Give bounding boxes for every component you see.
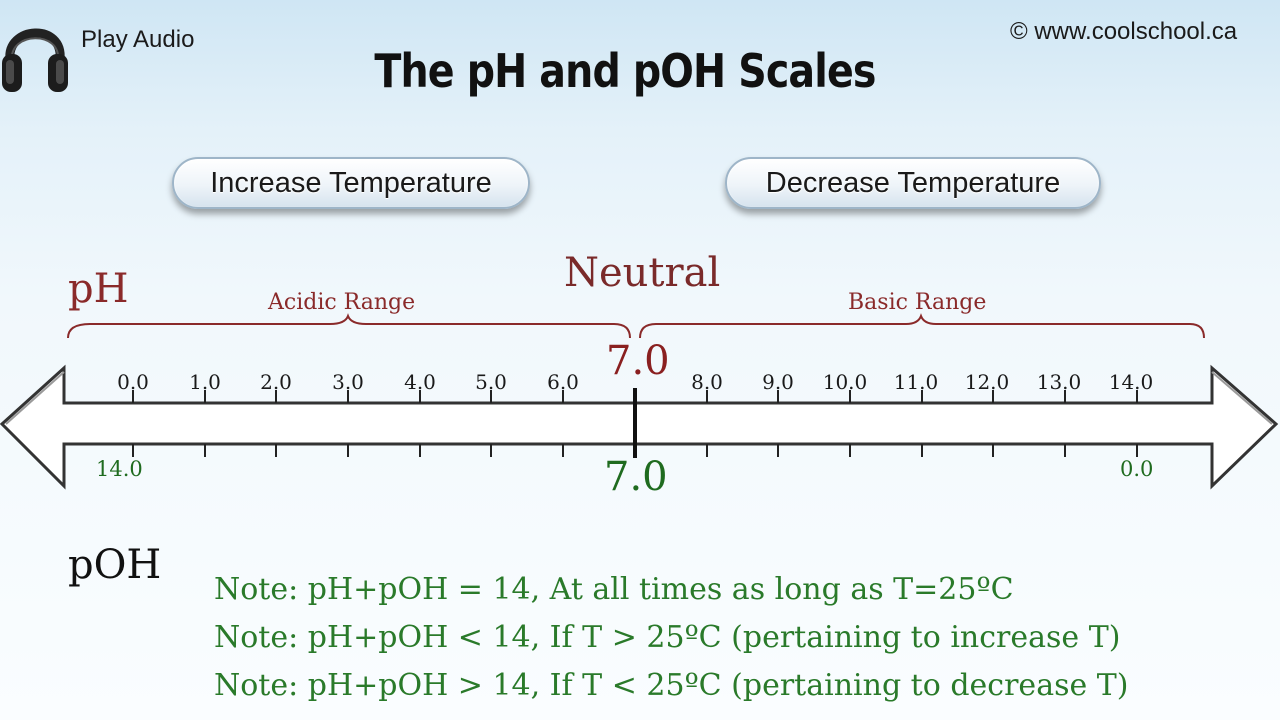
copyright-text: © www.coolschool.ca — [1010, 18, 1238, 45]
acidic-brace — [67, 313, 631, 339]
ph-tick-label: 12.0 — [964, 370, 1010, 394]
note-line: Note: pH+pOH < 14, If T > 25ºC (pertaini… — [214, 620, 1121, 655]
ph-tick-label: 2.0 — [260, 370, 292, 394]
ph-tick-label: 8.0 — [691, 370, 723, 394]
ph-tick-label: 10.0 — [822, 370, 868, 394]
increase-temperature-button[interactable]: Increase Temperature — [172, 157, 530, 209]
note-line: Note: pH+pOH > 14, If T < 25ºC (pertaini… — [214, 668, 1129, 703]
ph-tick-label: 4.0 — [404, 370, 436, 394]
ph-tick-label: 13.0 — [1036, 370, 1082, 394]
poh-ticks — [132, 444, 1138, 457]
ph-tick-label: 11.0 — [893, 370, 939, 394]
page-title: The pH and pOH Scales — [374, 44, 876, 98]
ph-tick-label: 3.0 — [332, 370, 364, 394]
play-audio-link[interactable]: Play Audio — [81, 26, 195, 53]
note-line: Note: pH+pOH = 14, At all times as long … — [214, 572, 1014, 607]
ph-tick-label: 0.0 — [117, 370, 149, 394]
ph-tick-label: 6.0 — [547, 370, 579, 394]
basic-range-label: Basic Range — [848, 290, 987, 315]
headphones-icon[interactable] — [0, 8, 70, 98]
poh-neutral-value: 7.0 — [604, 454, 668, 500]
basic-brace — [639, 313, 1205, 339]
ph-neutral-value: 7.0 — [606, 338, 670, 384]
poh-label: pOH — [68, 542, 162, 588]
ph-tick-label: 1.0 — [189, 370, 221, 394]
ph-ticks — [132, 390, 1138, 403]
decrease-temperature-button[interactable]: Decrease Temperature — [725, 157, 1101, 209]
ph-label: pH — [68, 266, 129, 312]
ph-tick-label: 9.0 — [762, 370, 794, 394]
neutral-label: Neutral — [564, 250, 721, 296]
poh-right-value: 0.0 — [1120, 457, 1154, 481]
ph-tick-label: 14.0 — [1108, 370, 1154, 394]
acidic-range-label: Acidic Range — [268, 290, 416, 315]
poh-left-value: 14.0 — [96, 457, 143, 481]
ph-tick-label: 5.0 — [475, 370, 507, 394]
scale-double-arrow — [0, 364, 1279, 490]
